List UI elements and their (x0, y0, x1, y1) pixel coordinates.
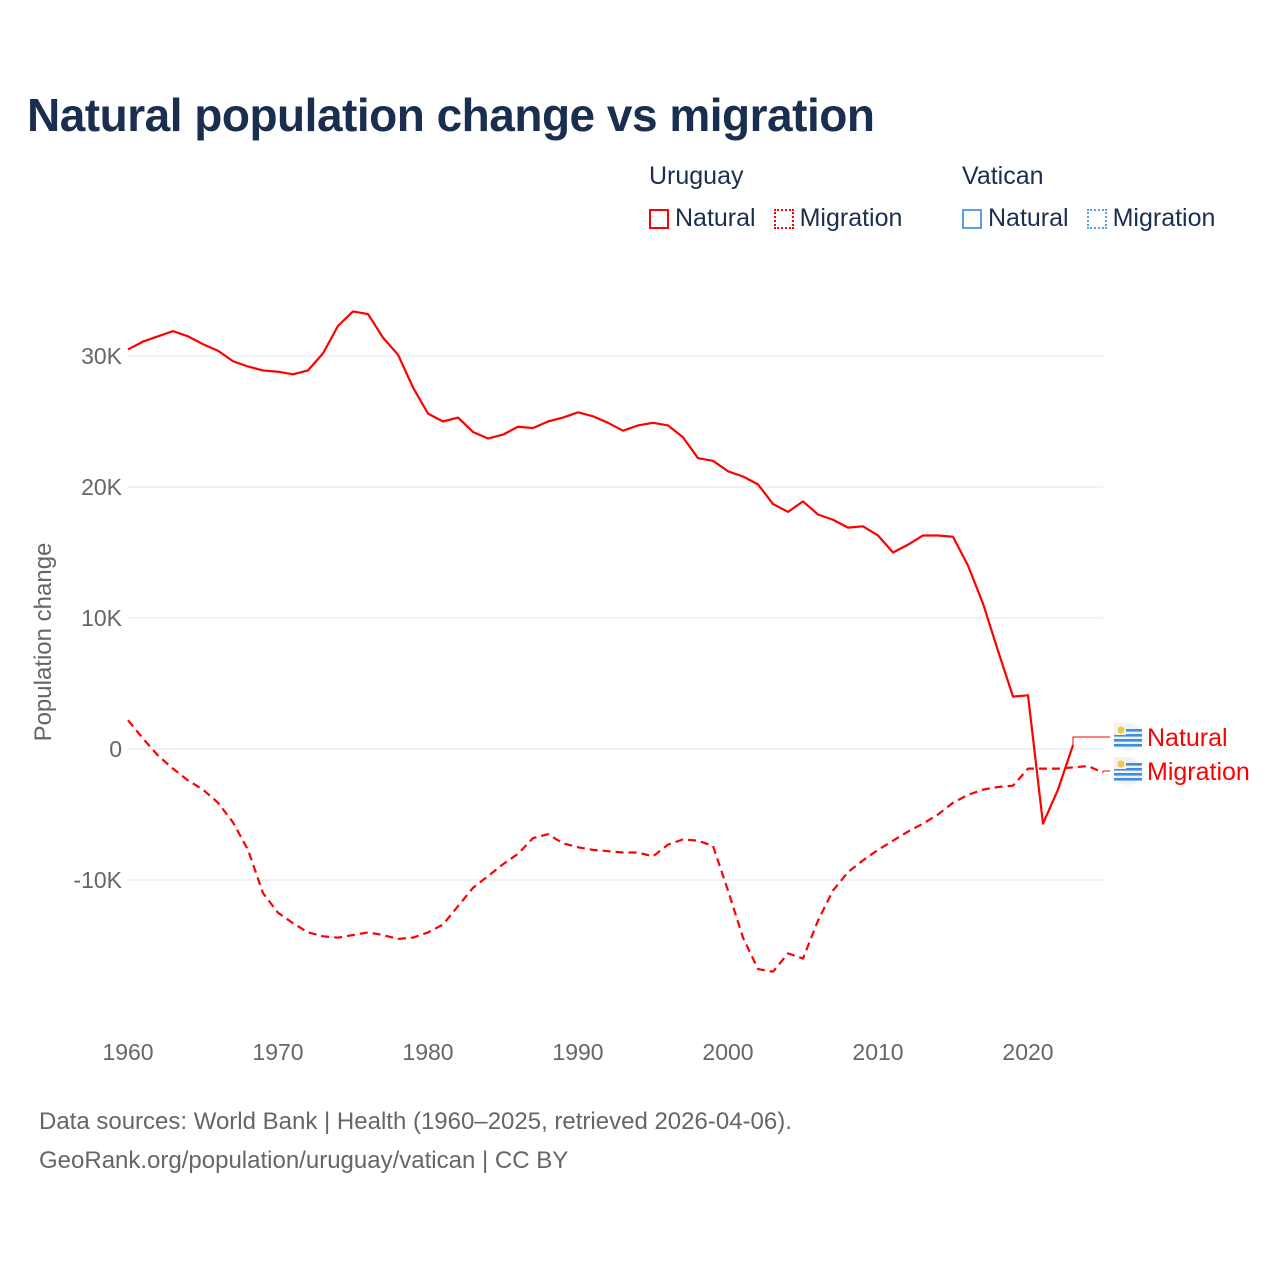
legend-group-vatican: Vatican Natural Migration (962, 162, 1215, 233)
series-end-label: Natural (1147, 724, 1228, 752)
label-connector (1072, 736, 1110, 746)
x-tick-label: 1980 (402, 1039, 453, 1065)
x-tick-label: 1960 (102, 1039, 153, 1065)
uruguay-flag-icon (1114, 757, 1142, 785)
legend-item-vatican-migration[interactable]: Migration (1086, 204, 1216, 233)
y-tick-label: -10K (73, 867, 122, 893)
dotted-swatch-icon (773, 208, 794, 229)
legend-group-title: Uruguay (649, 162, 744, 190)
solid-swatch-icon (962, 208, 982, 229)
legend-item-uruguay-migration[interactable]: Migration (773, 204, 903, 233)
y-tick-label: 10K (81, 605, 123, 631)
x-tick-label: 1990 (552, 1039, 603, 1065)
footer-link[interactable]: GeoRank.org/population/uruguay/vatican |… (39, 1147, 569, 1174)
y-tick-label: 0 (109, 736, 122, 762)
y-axis-label: Population change (30, 543, 57, 742)
series-line-migration[interactable] (127, 719, 1104, 973)
legend-group-title: Vatican (962, 162, 1044, 190)
y-tick-label: 30K (81, 343, 123, 369)
y-tick-label: 20K (81, 474, 123, 500)
x-tick-label: 2020 (1002, 1039, 1053, 1065)
legend-label: Migration (799, 204, 903, 232)
legend-label: Natural (675, 204, 756, 232)
footer-source: Data sources: World Bank | Health (1960–… (39, 1108, 792, 1135)
legend-item-uruguay-natural[interactable]: Natural (649, 204, 756, 233)
legend-label: Migration (1112, 204, 1216, 232)
x-tick-label: 1970 (252, 1039, 303, 1065)
dotted-swatch-icon (1086, 208, 1107, 229)
uruguay-flag-icon (1114, 723, 1142, 751)
legend-label: Natural (988, 204, 1069, 232)
x-tick-label: 2010 (852, 1039, 903, 1065)
legend-group-uruguay: Uruguay Natural Migration (649, 162, 902, 233)
series-end-label: Migration (1147, 758, 1250, 786)
x-tick-label: 2000 (702, 1039, 753, 1065)
label-connector (1102, 770, 1110, 773)
legend-item-vatican-natural[interactable]: Natural (962, 204, 1069, 233)
series-line-natural[interactable] (127, 310, 1075, 825)
solid-swatch-icon (649, 208, 669, 229)
chart-title: Natural population change vs migration (27, 89, 875, 141)
